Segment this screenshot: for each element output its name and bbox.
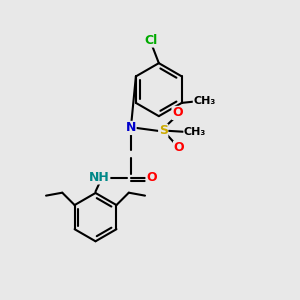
Text: S: S	[159, 124, 168, 137]
Text: N: N	[126, 122, 136, 134]
Text: O: O	[173, 141, 184, 154]
Text: CH₃: CH₃	[184, 127, 206, 137]
Text: O: O	[146, 172, 157, 184]
Text: CH₃: CH₃	[193, 96, 216, 106]
Text: O: O	[172, 106, 183, 119]
Text: Cl: Cl	[144, 34, 158, 47]
Text: NH: NH	[89, 171, 110, 184]
